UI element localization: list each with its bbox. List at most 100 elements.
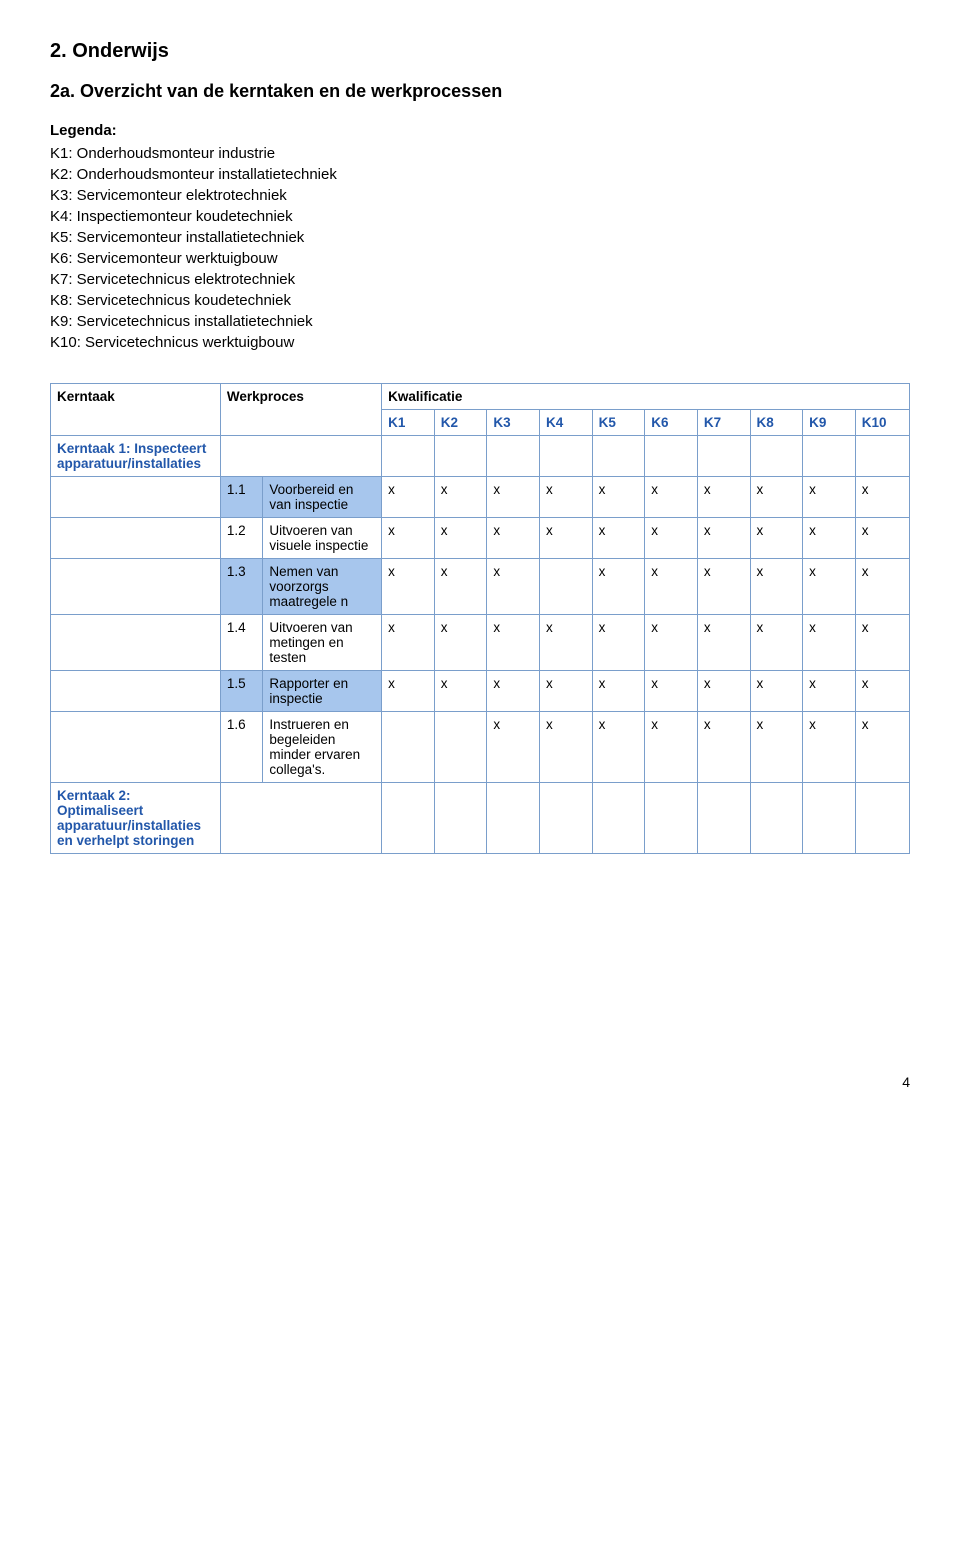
legend-line: K6: Servicemonteur werktuigbouw — [50, 248, 910, 269]
werkproces-number: 1.3 — [220, 559, 262, 615]
legend-line: K5: Servicemonteur installatietechniek — [50, 227, 910, 248]
k-header: K9 — [803, 410, 856, 436]
legend-line: K8: Servicetechnicus koudetechniek — [50, 290, 910, 311]
mark-cell: x — [855, 518, 909, 559]
werkproces-number: 1.5 — [220, 671, 262, 712]
mark-cell: x — [803, 712, 856, 783]
legend-title: Legenda: — [50, 120, 910, 141]
col-header-kwalificatie: Kwalificatie — [382, 384, 910, 410]
k-header: K10 — [855, 410, 909, 436]
mark-cell: x — [592, 477, 645, 518]
mark-cell: x — [592, 559, 645, 615]
table-row: 1.3Nemen van voorzorgs maatregele nxxxxx… — [51, 559, 910, 615]
mark-cell: x — [645, 518, 698, 559]
kerntaak-empty — [51, 615, 221, 671]
mark-cell: x — [697, 559, 750, 615]
kerntaak-row: Kerntaak 1: Inspecteert apparatuur/insta… — [51, 436, 910, 477]
mark-cell: x — [750, 518, 803, 559]
k-header: K1 — [382, 410, 435, 436]
werkproces-description: Rapporter en inspectie — [263, 671, 382, 712]
legend-block: Legenda: K1: Onderhoudsmonteur industrie… — [50, 120, 910, 353]
mark-cell: x — [855, 615, 909, 671]
mark-cell: x — [750, 671, 803, 712]
subsection-heading: 2a. Overzicht van de kerntaken en de wer… — [50, 81, 910, 102]
werkproces-number: 1.2 — [220, 518, 262, 559]
k-header: K5 — [592, 410, 645, 436]
kerntaak-label: Kerntaak 2: Optimaliseert apparatuur/ins… — [51, 783, 221, 854]
k-header: K6 — [645, 410, 698, 436]
mark-cell: x — [855, 559, 909, 615]
mark-cell: x — [434, 477, 487, 518]
legend-line: K4: Inspectiemonteur koudetechniek — [50, 206, 910, 227]
mark-cell: x — [434, 671, 487, 712]
mark-cell: x — [645, 615, 698, 671]
mark-cell: x — [855, 712, 909, 783]
legend-line: K9: Servicetechnicus installatietechniek — [50, 311, 910, 332]
mark-cell: x — [382, 615, 435, 671]
mark-cell: x — [803, 477, 856, 518]
mark-cell: x — [434, 518, 487, 559]
mark-cell: x — [750, 477, 803, 518]
k-header: K4 — [540, 410, 593, 436]
mark-cell: x — [382, 518, 435, 559]
werkproces-description: Uitvoeren van metingen en testen — [263, 615, 382, 671]
mark-cell: x — [592, 712, 645, 783]
mark-cell: x — [645, 671, 698, 712]
kerntaak-row: Kerntaak 2: Optimaliseert apparatuur/ins… — [51, 783, 910, 854]
mark-cell: x — [803, 671, 856, 712]
mark-cell: x — [592, 671, 645, 712]
mark-cell: x — [434, 615, 487, 671]
mark-cell: x — [487, 477, 540, 518]
mark-cell: x — [855, 671, 909, 712]
mark-cell: x — [645, 559, 698, 615]
k-header: K2 — [434, 410, 487, 436]
mark-cell: x — [487, 671, 540, 712]
section-heading: 2. Onderwijs — [50, 40, 910, 63]
werkproces-description: Instrueren en begeleiden minder ervaren … — [263, 712, 382, 783]
col-header-werkproces: Werkproces — [220, 384, 381, 436]
mark-cell: x — [592, 615, 645, 671]
kerntaak-empty — [51, 671, 221, 712]
mark-cell: x — [803, 615, 856, 671]
kerntaak-empty — [51, 518, 221, 559]
page-number: 4 — [50, 1074, 910, 1090]
kerntaak-table: Kerntaak Werkproces Kwalificatie K1 K2 K… — [50, 383, 910, 854]
legend-line: K7: Servicetechnicus elektrotechniek — [50, 269, 910, 290]
mark-cell: x — [697, 518, 750, 559]
legend-line: K1: Onderhoudsmonteur industrie — [50, 143, 910, 164]
kerntaak-empty — [51, 477, 221, 518]
werkproces-description: Nemen van voorzorgs maatregele n — [263, 559, 382, 615]
mark-cell: x — [540, 477, 593, 518]
mark-cell: x — [750, 559, 803, 615]
table-row: 1.4Uitvoeren van metingen en testenxxxxx… — [51, 615, 910, 671]
legend-line: K10: Servicetechnicus werktuigbouw — [50, 332, 910, 353]
mark-cell: x — [382, 477, 435, 518]
mark-cell: x — [540, 712, 593, 783]
table-row: 1.6Instrueren en begeleiden minder ervar… — [51, 712, 910, 783]
mark-cell: x — [697, 712, 750, 783]
werkproces-description: Uitvoeren van visuele inspectie — [263, 518, 382, 559]
mark-cell: x — [487, 559, 540, 615]
mark-cell: x — [540, 671, 593, 712]
k-header: K7 — [697, 410, 750, 436]
table-row: 1.1Voorbereid en van inspectiexxxxxxxxxx — [51, 477, 910, 518]
werkproces-number: 1.6 — [220, 712, 262, 783]
werkproces-description: Voorbereid en van inspectie — [263, 477, 382, 518]
mark-cell: x — [803, 518, 856, 559]
mark-cell: x — [750, 712, 803, 783]
mark-cell: x — [697, 477, 750, 518]
mark-cell — [434, 712, 487, 783]
legend-line: K2: Onderhoudsmonteur installatietechnie… — [50, 164, 910, 185]
k-header: K8 — [750, 410, 803, 436]
mark-cell — [382, 712, 435, 783]
mark-cell: x — [382, 671, 435, 712]
table-row: 1.2Uitvoeren van visuele inspectiexxxxxx… — [51, 518, 910, 559]
mark-cell: x — [540, 615, 593, 671]
mark-cell: x — [487, 615, 540, 671]
mark-cell: x — [382, 559, 435, 615]
legend-line: K3: Servicemonteur elektrotechniek — [50, 185, 910, 206]
mark-cell: x — [592, 518, 645, 559]
mark-cell: x — [645, 712, 698, 783]
werkproces-number: 1.4 — [220, 615, 262, 671]
kerntaak-empty — [51, 559, 221, 615]
